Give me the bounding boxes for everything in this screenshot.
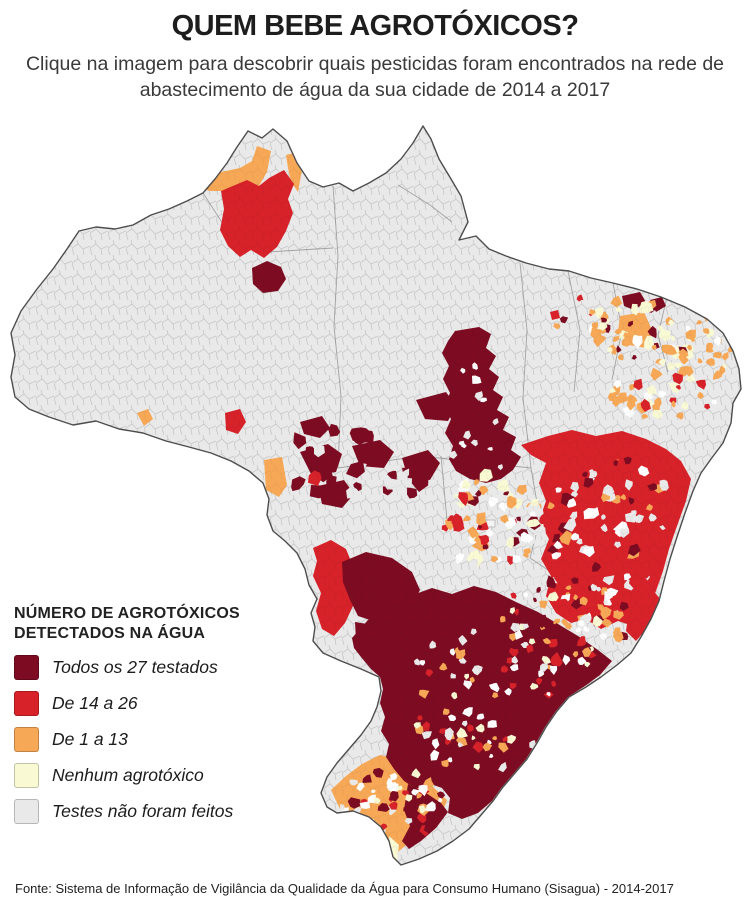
map-legend: NÚMERO DE AGROTÓXICOS DETECTADOS NA ÁGUA… xyxy=(14,604,304,824)
legend-item-sem-testes: Testes não foram feitos xyxy=(14,798,304,824)
legend-swatch-todos-27 xyxy=(14,654,39,680)
legend-swatch-1-13 xyxy=(14,726,39,752)
legend-swatch-nenhum xyxy=(14,762,39,788)
legend-item-nenhum: Nenhum agrotóxico xyxy=(14,762,304,788)
brazil-outline xyxy=(10,125,742,866)
legend-item-1-13: De 1 a 13 xyxy=(14,726,304,752)
legend-swatch-14-26 xyxy=(14,690,39,716)
page-title: QUEM BEBE AGROTÓXICOS? xyxy=(171,10,579,42)
legend-swatch-sem-testes xyxy=(14,798,39,824)
source-credit: Fonte: Sistema de Informação de Vigilânc… xyxy=(15,881,674,896)
legend-item-14-26: De 14 a 26 xyxy=(14,690,304,716)
page-subtitle: Clique na imagem para descobrir quais pe… xyxy=(25,53,725,101)
legend-title: NÚMERO DE AGROTÓXICOS DETECTADOS NA ÁGUA xyxy=(14,605,240,642)
legend-item-todos-27: Todos os 27 testados xyxy=(14,654,304,680)
